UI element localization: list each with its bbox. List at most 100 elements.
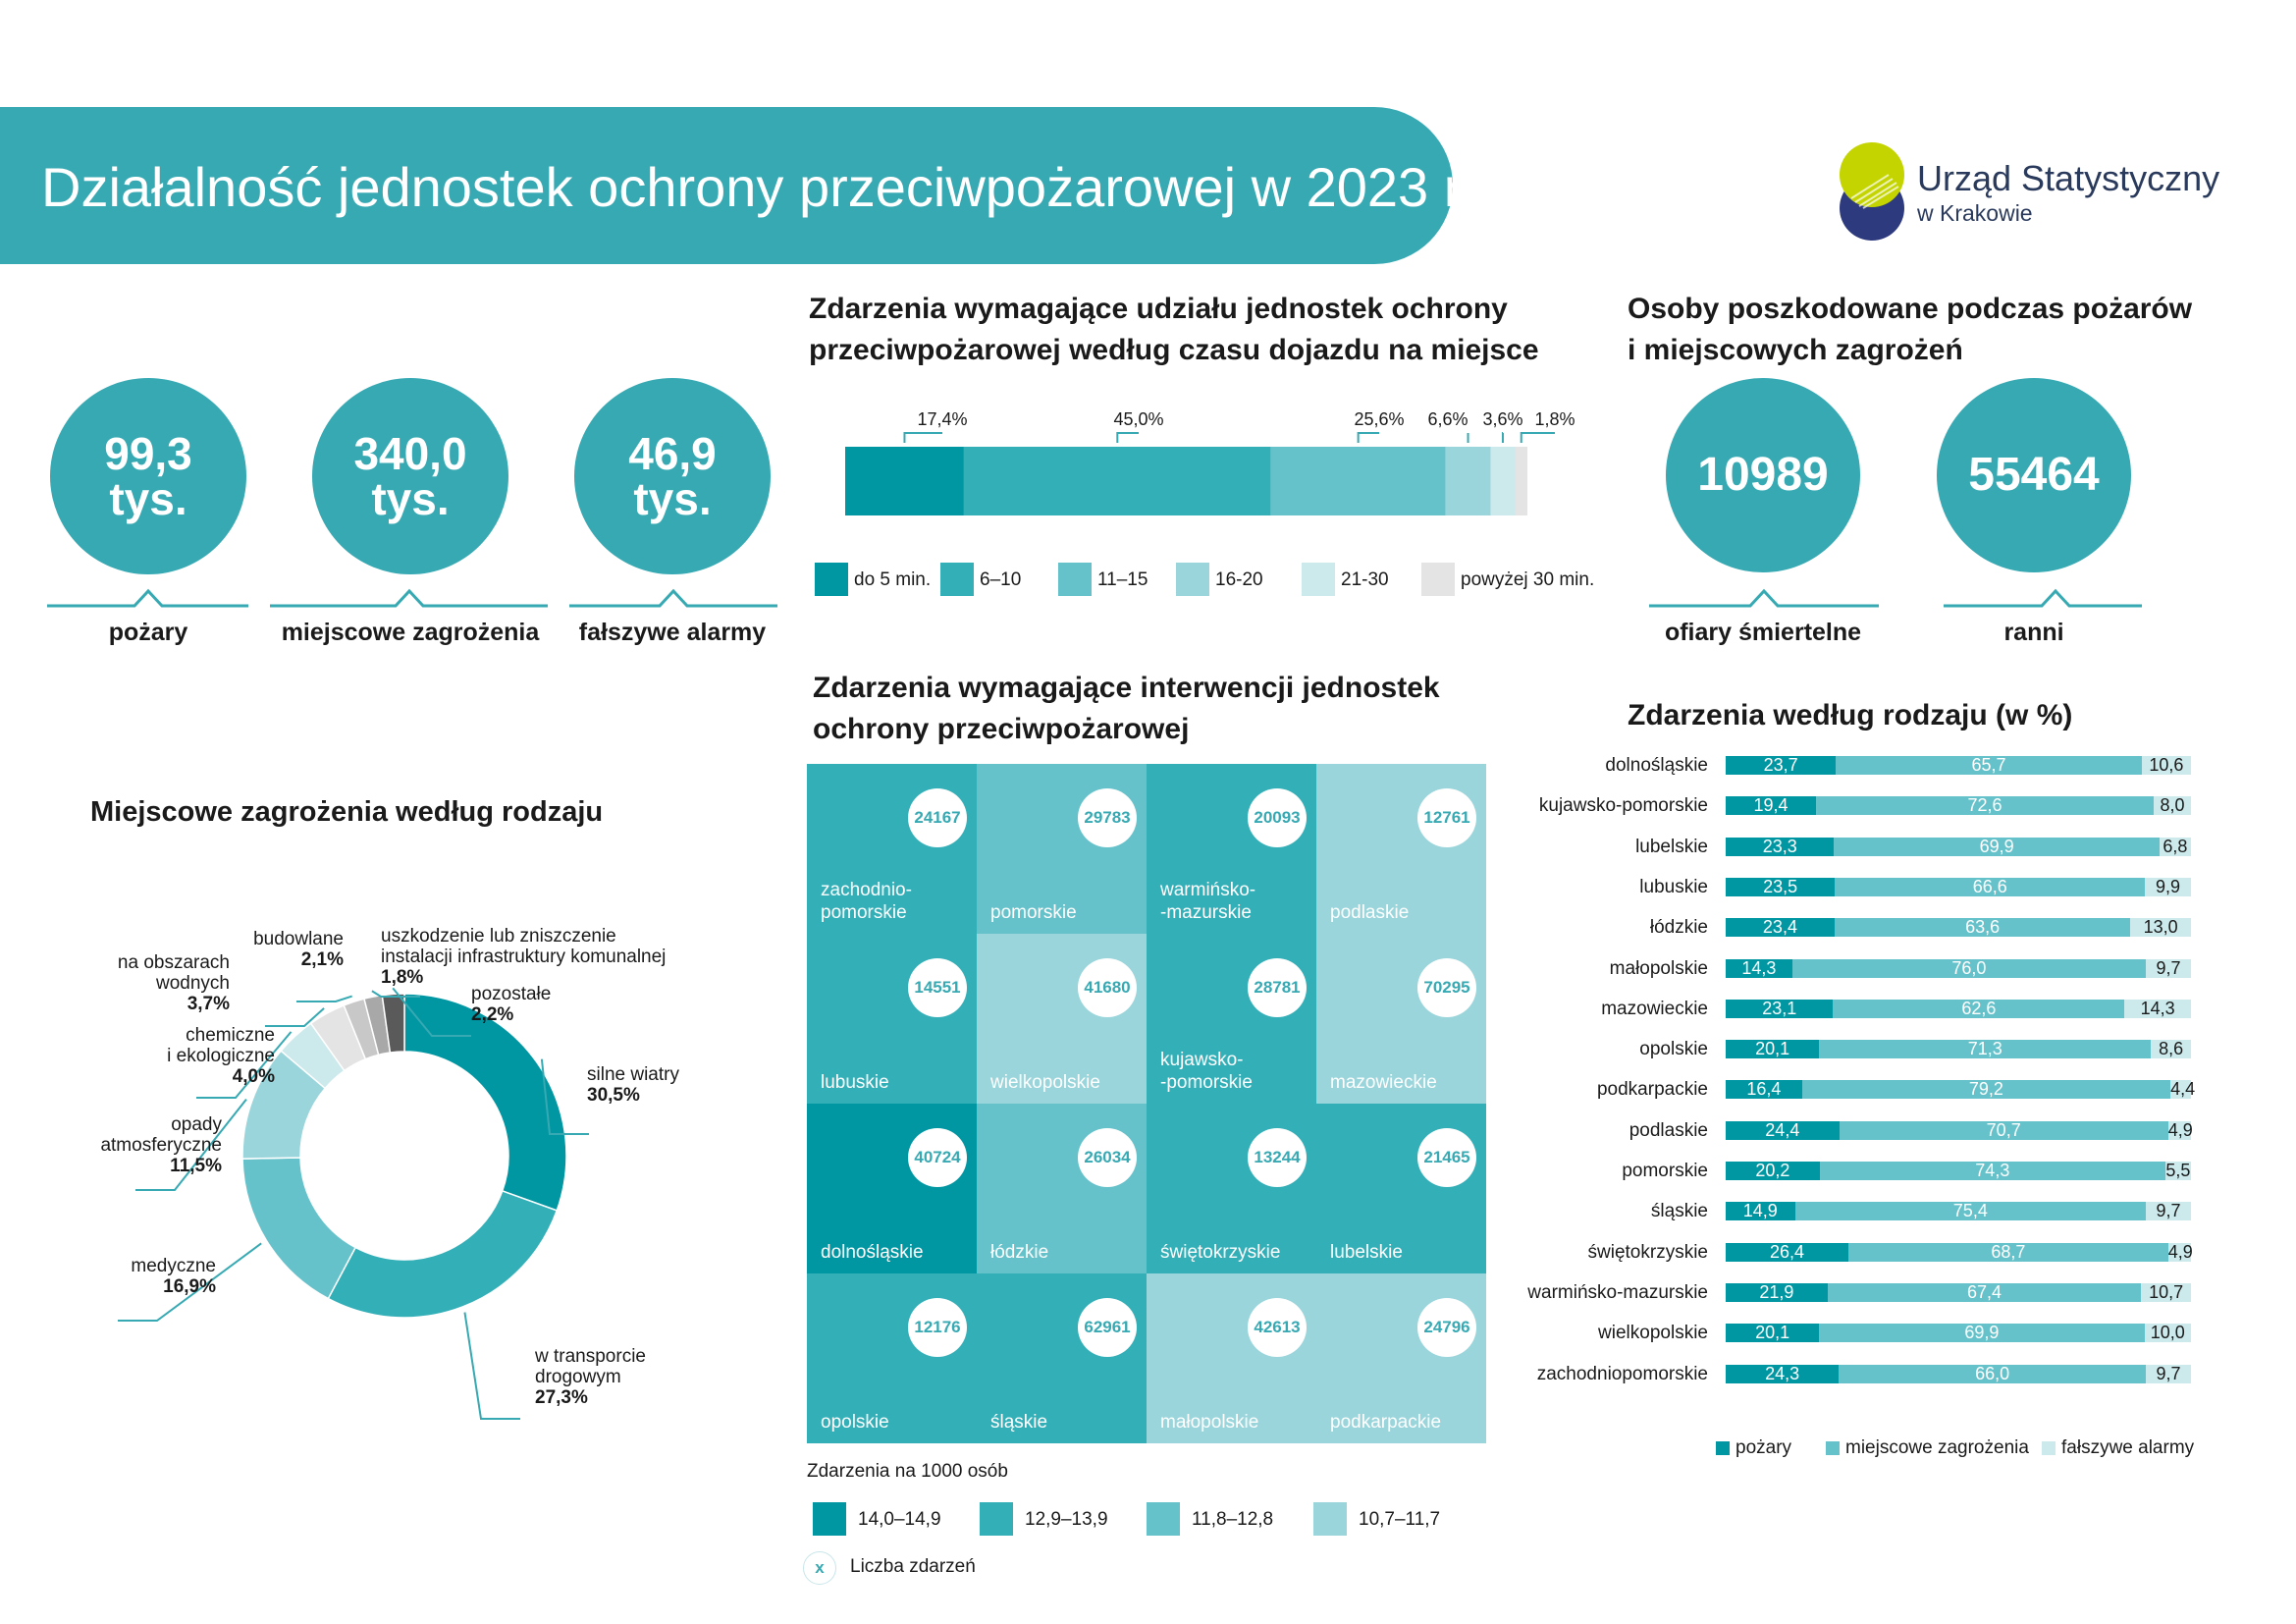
type-share-legend: pożary miejscowe zagrożenia fałszywe alarm…: [1716, 1435, 2266, 1465]
region-tile: 26034 łódzkie: [977, 1104, 1147, 1273]
region-name: kujawsko- -pomorskie: [1160, 1050, 1253, 1093]
travel-leader-line: [903, 432, 942, 443]
travel-time-title: Zdarzenia wymagające udziału jednostek o…: [809, 289, 1539, 371]
legend-label: 16-20: [1215, 569, 1263, 590]
bar-segment-pożary: 21,9: [1726, 1282, 1828, 1302]
donut-value-label: 4,0%: [233, 1066, 275, 1087]
region-name: małopolskie: [1160, 1412, 1259, 1433]
travel-value-label: 25,6%: [1354, 409, 1404, 429]
donut-leader-line: [196, 1031, 293, 1099]
donut-value-label: 11,5%: [170, 1156, 222, 1176]
legend-swatch: [940, 563, 974, 596]
logo-icon: [1840, 142, 1904, 241]
travel-value-label: 45,0%: [1113, 409, 1163, 429]
bar-segment-fałszywe-alarmy: 10,7: [2141, 1282, 2191, 1302]
bar-segment-pożary: 20,1: [1726, 1324, 1820, 1343]
region-tile: 20093 warmińsko- -mazurskie: [1147, 764, 1316, 934]
region-tile: 42613 małopolskie: [1147, 1273, 1316, 1443]
bar-segment-miejscowe-zagrożenia: 67,4: [1827, 1282, 2142, 1302]
kpi-value: 340,0: [353, 428, 467, 479]
bar-segment-pożary: 23,5: [1726, 877, 1836, 896]
row-label: zachodniopomorskie: [1536, 1363, 1708, 1384]
legend-label: fałszywe alarmy: [2061, 1437, 2195, 1458]
region-name: dolnośląskie: [821, 1242, 924, 1263]
region-count: 28781: [1248, 958, 1307, 1017]
stacked-bar: 24,4 70,7 4,9: [1726, 1120, 2193, 1140]
bar-segment-miejscowe-zagrożenia: 63,6: [1834, 918, 2131, 938]
bar-segment-miejscowe-zagrożenia: 75,4: [1794, 1202, 2147, 1221]
bar-segment-fałszywe-alarmy: 14,3: [2124, 999, 2191, 1018]
region-count: 41680: [1078, 958, 1137, 1017]
bar-segment-pożary: 19,4: [1726, 796, 1816, 816]
bar-segment-pożary: 24,4: [1726, 1120, 1840, 1140]
legend-swatch: [1302, 563, 1335, 596]
stacked-bar: 19,4 72,6 8,0: [1726, 796, 2191, 816]
kpi-fires-circle: 99,3 tys.: [50, 378, 246, 574]
legend-swatch: [1176, 563, 1209, 596]
row-label: lubuskie: [1639, 876, 1708, 897]
bar-segment-fałszywe-alarmy: 4,9: [2167, 1241, 2193, 1262]
kpi-value: 46,9: [628, 428, 717, 479]
legend-swatch: [1058, 563, 1092, 596]
victims-injured-circle: 55464: [1937, 378, 2131, 572]
stacked-bar: 20,2 74,3 5,5: [1726, 1162, 2191, 1180]
row-label: kujawsko-pomorskie: [1538, 795, 1708, 817]
travel-time-chart: 17,4% 45,0% 25,6% 6,6% 3,6% 1,8%: [845, 409, 1575, 515]
kpi-label: fałszywe alarmy: [578, 619, 767, 646]
kpi-underlines: [47, 588, 777, 608]
donut-category-label: budowlane: [253, 929, 344, 949]
region-name: opolskie: [821, 1412, 889, 1433]
donut-leader-line: [540, 1058, 589, 1135]
page-title: Działalność jednostek ochrony przeciwpoż…: [41, 156, 1474, 218]
travel-segment-2: [963, 447, 1271, 515]
donut-slice-2: [327, 1189, 559, 1319]
donut-value-label: 16,9%: [163, 1276, 216, 1297]
legend-swatch: [815, 563, 848, 596]
bar-segment-fałszywe-alarmy: 9,7: [2146, 1202, 2191, 1221]
donut-category-label: silne wiatry: [587, 1064, 679, 1085]
region-tile: 24796 podkarpackie: [1316, 1273, 1486, 1443]
donut-category-label: opady atmosferyczne: [100, 1114, 222, 1156]
title-line: i miejscowych zagrożeń: [1628, 334, 1963, 366]
travel-value-label: 6,6%: [1427, 409, 1468, 429]
bar-segment-pożary: 24,3: [1726, 1364, 1840, 1383]
region-name: podlaskie: [1330, 902, 1410, 923]
travel-leader-line: [1520, 432, 1555, 443]
travel-segment-3: [1270, 447, 1446, 515]
bar-segment-miejscowe-zagrożenia: 71,3: [1819, 1040, 2152, 1059]
stacked-bar: 14,3 76,0 9,7: [1726, 958, 2191, 978]
bar-segment-fałszywe-alarmy: 9,7: [2146, 1364, 2191, 1383]
bar-segment-miejscowe-zagrożenia: 65,7: [1836, 756, 2142, 775]
legend-label: 21-30: [1341, 569, 1389, 590]
bar-segment-pożary: 23,1: [1726, 999, 1834, 1018]
bar-segment-miejscowe-zagrożenia: 70,7: [1839, 1120, 2168, 1140]
legend-swatch: [1421, 563, 1455, 596]
travel-value-label: 3,6%: [1482, 409, 1522, 429]
region-tile: 12176 opolskie: [807, 1273, 977, 1443]
donut-category-label: na obszarach wodnych: [118, 952, 230, 994]
donut-category-label: medyczne: [131, 1256, 216, 1276]
row-label: warmińsko-mazurskie: [1527, 1281, 1708, 1303]
victims-value: 55464: [1968, 449, 2100, 501]
region-count: 62961: [1078, 1298, 1137, 1357]
region-count: 70295: [1417, 958, 1476, 1017]
region-count: 14551: [908, 958, 967, 1017]
stacked-bar: 23,5 66,6 9,9: [1726, 877, 2191, 896]
legend-swatch: [1147, 1502, 1180, 1536]
bar-segment-miejscowe-zagrożenia: 79,2: [1801, 1080, 2171, 1100]
region-name: lubelskie: [1330, 1242, 1403, 1263]
legend-swatch: [2042, 1441, 2056, 1455]
tile-map-title: Zdarzenia wymagające interwencji jednost…: [813, 668, 1440, 750]
stacked-bar: 20,1 69,9 10,0: [1726, 1324, 2191, 1343]
victims-value: 10989: [1697, 449, 1829, 501]
region-tile: 13244 świętokrzyskie: [1147, 1104, 1316, 1273]
bar-segment-miejscowe-zagrożenia: 74,3: [1819, 1162, 2165, 1180]
region-tile: 21465 lubelskie: [1316, 1104, 1486, 1273]
donut-category-label: pozostałe: [471, 984, 551, 1004]
region-name: świętokrzyskie: [1160, 1242, 1281, 1263]
title-line: przeciwpożarowej według czasu dojazdu na…: [809, 334, 1539, 366]
stacked-bar: 21,9 67,4 10,7: [1726, 1282, 2191, 1302]
region-count: 13244: [1248, 1128, 1307, 1187]
row-label: lubelskie: [1635, 836, 1708, 857]
